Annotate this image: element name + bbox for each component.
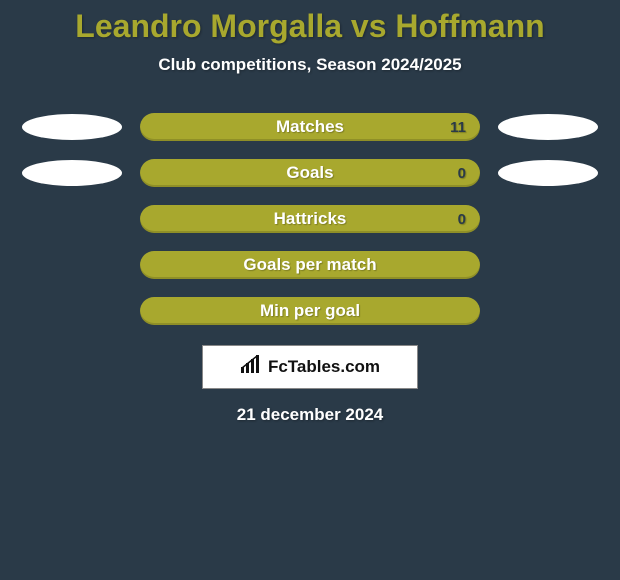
brand-chart-icon: [240, 355, 262, 380]
left-oval-slot: [22, 206, 122, 232]
right-oval-slot: [498, 298, 598, 324]
left-oval-slot: [22, 114, 122, 140]
right-oval-slot: [498, 206, 598, 232]
player-oval-icon: [498, 160, 598, 186]
left-oval-slot: [22, 298, 122, 324]
stat-row: Matches 11: [0, 113, 620, 141]
stat-bar: Goals per match: [140, 251, 480, 279]
stat-value: 0: [458, 211, 466, 228]
left-oval-slot: [22, 252, 122, 278]
stat-label: Min per goal: [260, 301, 360, 321]
brand-box: FcTables.com: [202, 345, 418, 389]
comparison-infographic: Leandro Morgalla vs Hoffmann Club compet…: [0, 0, 620, 580]
stat-label: Hattricks: [274, 209, 347, 229]
player-oval-icon: [498, 114, 598, 140]
player-oval-icon: [22, 114, 122, 140]
stat-bar: Min per goal: [140, 297, 480, 325]
stat-row: Hattricks 0: [0, 205, 620, 233]
player-oval-icon: [22, 160, 122, 186]
stat-bar: Goals 0: [140, 159, 480, 187]
stat-row: Min per goal: [0, 297, 620, 325]
stat-label: Goals per match: [243, 255, 376, 275]
stat-row: Goals 0: [0, 159, 620, 187]
stat-bar: Matches 11: [140, 113, 480, 141]
brand-text: FcTables.com: [268, 357, 380, 377]
right-oval-slot: [498, 114, 598, 140]
stat-label: Matches: [276, 117, 344, 137]
stat-row: Goals per match: [0, 251, 620, 279]
right-oval-slot: [498, 160, 598, 186]
stat-label: Goals: [286, 163, 333, 183]
page-title: Leandro Morgalla vs Hoffmann: [0, 0, 620, 45]
stat-bar: Hattricks 0: [140, 205, 480, 233]
page-subtitle: Club competitions, Season 2024/2025: [0, 55, 620, 75]
right-oval-slot: [498, 252, 598, 278]
footer-date: 21 december 2024: [0, 405, 620, 425]
stat-value: 0: [458, 165, 466, 182]
left-oval-slot: [22, 160, 122, 186]
stat-rows: Matches 11 Goals 0 Hattricks 0 Goals per match…: [0, 113, 620, 325]
stat-value: 11: [450, 119, 466, 136]
